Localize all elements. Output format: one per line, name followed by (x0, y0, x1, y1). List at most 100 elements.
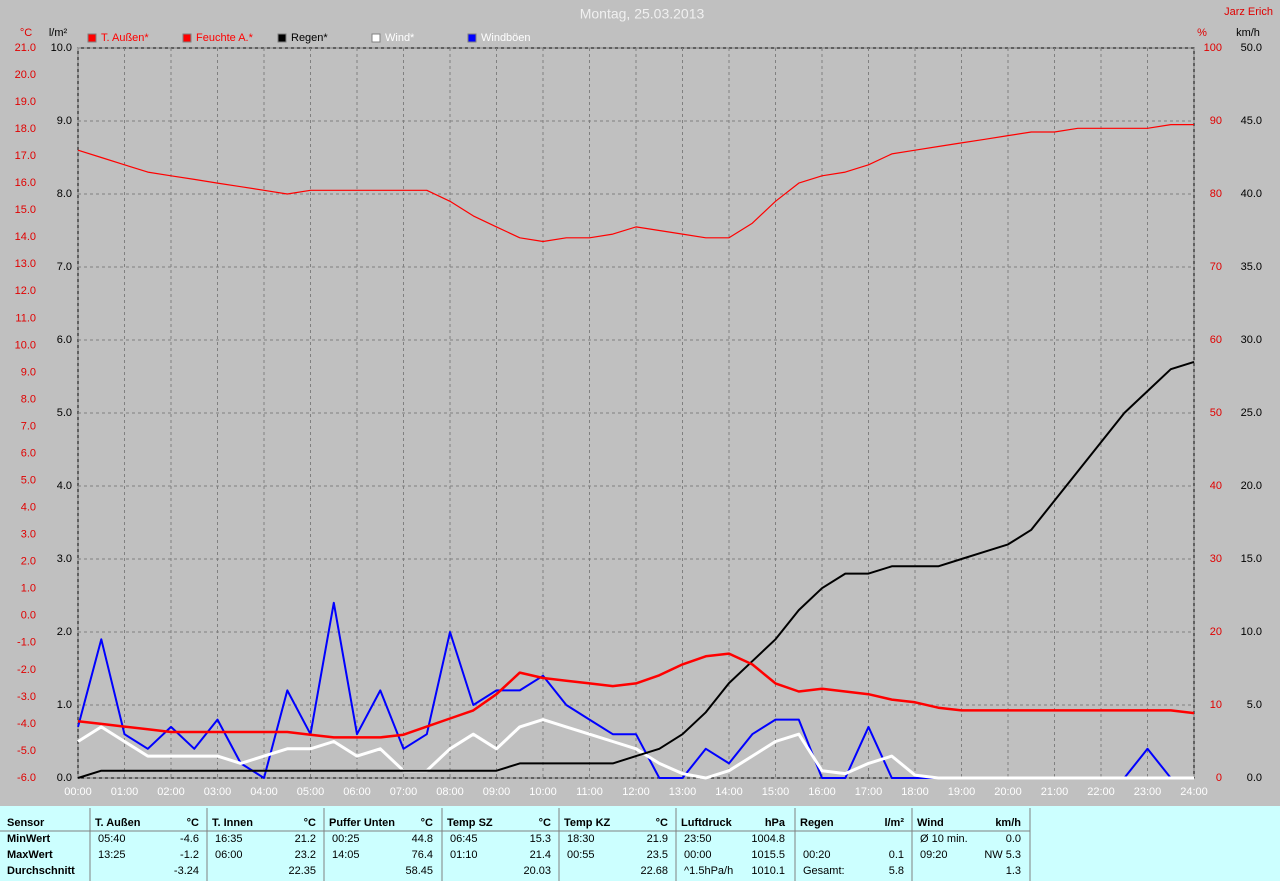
cell-value: 20.03 (523, 865, 551, 877)
cell-value: 0.0 (1006, 833, 1021, 845)
x-tick-label: 20:00 (994, 786, 1022, 798)
column-unit: °C (656, 817, 668, 829)
y-tick-label: 15.0 (1241, 553, 1262, 565)
cell-time: Gesamt: (803, 865, 845, 877)
cell-value: 22.35 (288, 865, 316, 877)
y-tick-label: 8.0 (21, 393, 36, 405)
y-tick-label: -4.0 (17, 718, 36, 730)
y-tick-label: 10.0 (15, 339, 36, 351)
y-tick-label: 8.0 (57, 188, 72, 200)
column-unit: l/m² (884, 817, 904, 829)
y-tick-label: 3.0 (57, 553, 72, 565)
cell-value: 58.45 (405, 865, 433, 877)
y-tick-label: 12.0 (15, 285, 36, 297)
cell-value: 1004.8 (751, 833, 785, 845)
x-tick-label: 15:00 (762, 786, 790, 798)
cell-time: 16:35 (215, 833, 243, 845)
y-tick-label: 35.0 (1241, 261, 1262, 273)
x-tick-label: 08:00 (436, 786, 464, 798)
y-tick-label: 9.0 (21, 366, 36, 378)
legend-label: Regen* (291, 32, 328, 44)
y-tick-label: 0.0 (21, 610, 36, 622)
cell-value: 0.1 (889, 849, 904, 861)
column-unit: hPa (765, 817, 786, 829)
x-tick-label: 05:00 (297, 786, 325, 798)
y-tick-label: 6.0 (21, 447, 36, 459)
series-line (77, 718, 1194, 780)
cell-time: 18:30 (567, 833, 595, 845)
cell-time: 14:05 (332, 849, 360, 861)
cell-value: 23.2 (295, 849, 316, 861)
y-tick-label: 30 (1210, 553, 1222, 565)
cell-time: 05:40 (98, 833, 126, 845)
stats: Sensor MinWert MaxWert Durchschnitt T. Außen… (0, 808, 1031, 881)
legend-label: Wind* (385, 32, 415, 44)
cell-time: 06:00 (215, 849, 243, 861)
y-tick-label: 4.0 (21, 502, 36, 514)
y-tick-label: 20 (1210, 626, 1222, 638)
plot: 00:00 01:00 02:00 03:00 04:00 05:00 06:00 07:00… (15, 42, 1262, 798)
legend-marker (277, 33, 287, 43)
y-tick-label: 5.0 (21, 474, 36, 486)
x-tick-label: 11:00 (576, 786, 603, 798)
series-line (77, 360, 1195, 779)
cell-time: 23:50 (684, 833, 712, 845)
cell-value: 5.8 (889, 865, 904, 877)
y-tick-label: 16.0 (15, 177, 36, 189)
cell-time: 01:10 (450, 849, 478, 861)
cell-time: 00:25 (332, 833, 360, 845)
column-unit: °C (539, 817, 551, 829)
y-tick-label: -3.0 (17, 691, 36, 703)
y-tick-label: 10.0 (51, 42, 72, 54)
column-name: Regen (800, 817, 834, 829)
y-tick-label: 5.0 (1247, 699, 1262, 711)
y-tick-label: 13.0 (15, 258, 36, 270)
cell-value: 23.5 (647, 849, 668, 861)
legend-marker (182, 33, 192, 43)
x-tick-label: 19:00 (948, 786, 976, 798)
row-label: MinWert (7, 833, 51, 845)
y-tick-label: 5.0 (57, 407, 72, 419)
cell-value: 1010.1 (751, 865, 785, 877)
x-tick-label: 02:00 (157, 786, 185, 798)
column-unit: °C (421, 817, 433, 829)
stats-table (0, 806, 1280, 881)
y-tick-label: 6.0 (57, 334, 72, 346)
cell-time: 00:20 (803, 849, 831, 861)
y-tick-label: 14.0 (15, 231, 36, 243)
y-tick-label: -6.0 (17, 772, 36, 784)
y-tick-label: 25.0 (1241, 407, 1262, 419)
cell-value: -3.24 (174, 865, 199, 877)
column-name: Temp SZ (447, 817, 493, 829)
author: Jarz Erich (1224, 6, 1273, 18)
x-tick-label: 13:00 (669, 786, 697, 798)
column-name: T. Außen (95, 817, 141, 829)
cell-time: ^1.5hPa/h (684, 865, 733, 877)
x-tick-label: 24:00 (1180, 786, 1208, 798)
x-tick-label: 17:00 (855, 786, 883, 798)
column-unit: °C (304, 817, 316, 829)
x-tick-label: 06:00 (343, 786, 371, 798)
row-label: Sensor (7, 817, 45, 829)
y-tick-label: 90 (1210, 115, 1222, 127)
y-tick-label: 21.0 (15, 42, 36, 54)
y-tick-label: 4.0 (57, 480, 72, 492)
y-tick-label: 30.0 (1241, 334, 1262, 346)
x-tick-label: 00:00 (64, 786, 92, 798)
x-tick-label: 10:00 (529, 786, 557, 798)
column-name: T. Innen (212, 817, 253, 829)
y-tick-label: 80 (1210, 188, 1222, 200)
y-tick-label: 0.0 (57, 772, 72, 784)
column-name: Temp KZ (564, 817, 611, 829)
column-name: Wind (917, 817, 944, 829)
y-tick-label: 2.0 (21, 556, 36, 568)
cell-time: 09:20 (920, 849, 948, 861)
y-tick-label: 1.0 (21, 583, 36, 595)
legend-marker (467, 33, 477, 43)
y-tick-label: 10 (1210, 699, 1222, 711)
y2-unit: l/m² (49, 27, 68, 39)
y-tick-label: 100 (1204, 42, 1222, 54)
legend-marker (371, 33, 381, 43)
y-tick-label: 15.0 (15, 204, 36, 216)
